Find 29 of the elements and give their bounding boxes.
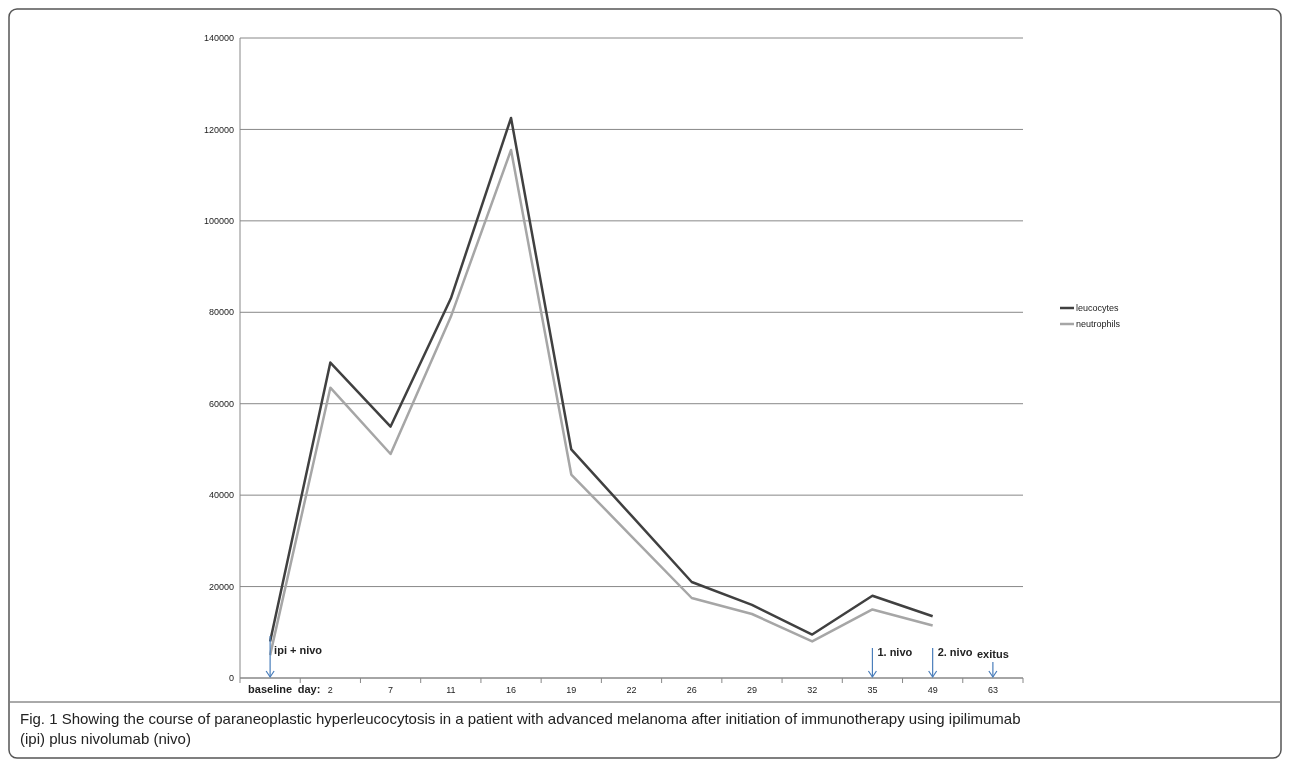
x-tick-label: 63: [987, 685, 998, 695]
y-tick-label: 60000: [208, 398, 234, 409]
y-tick-label: 120000: [203, 124, 234, 135]
y-tick-label: 80000: [208, 307, 234, 318]
x-tick-label: 32: [807, 685, 818, 695]
ref-line-label: 1. nivo: [877, 646, 913, 658]
x-tick-label: 22: [626, 685, 637, 695]
x-tick-label: 29: [746, 685, 757, 695]
ref-line-label: 2. nivo: [937, 646, 973, 658]
x-tick-label: 19: [566, 685, 577, 695]
x-tick-label: 26: [686, 685, 697, 695]
legend-label: neutrophils: [1076, 319, 1121, 330]
caption: Fig. 1 Showing the course of paraneoplastic hyperleucocytosis in a patient with advanced melanoma after initiation of immunotherapy using ipilimumab (ipi) plus nivolumab (nivo): [20, 710, 1021, 747]
x-tick-label: 35: [867, 685, 878, 695]
x-axis-title: day:: [297, 683, 321, 695]
x-tick-label: 11: [446, 685, 456, 695]
x-tick-label: 2: [327, 685, 333, 695]
y-tick-label: 40000: [208, 490, 234, 501]
ref-line-label: exitus: [976, 648, 1009, 660]
x-tick-label: 49: [927, 685, 938, 695]
x-tick-label: baseline: [248, 683, 293, 695]
legend-label: leucocytes: [1076, 303, 1120, 314]
x-tick-label: 7: [388, 685, 394, 695]
y-tick-label: 140000: [203, 33, 234, 44]
y-tick-label: 0: [228, 673, 234, 684]
ref-line-label: ipi + nivo: [274, 644, 323, 656]
y-tick-label: 20000: [208, 581, 234, 592]
y-tick-label: 100000: [203, 216, 234, 227]
x-tick-label: 16: [506, 685, 517, 695]
